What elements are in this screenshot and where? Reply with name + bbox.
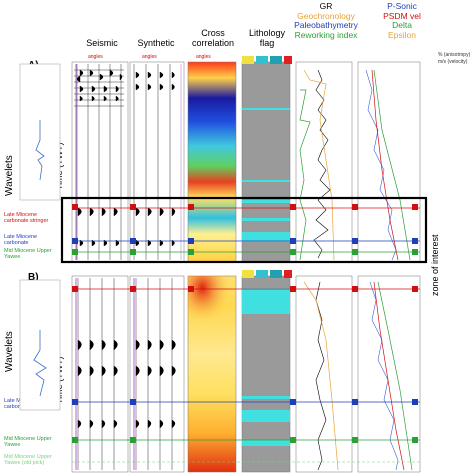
legend-psdm-vel: PSDM vel	[383, 10, 421, 21]
legend-paleobathymetry: Paleobathymetry	[294, 20, 358, 30]
geochron-curve-b	[303, 281, 339, 471]
angles-tag-seismic-a: angles	[88, 54, 103, 60]
legend-p-sonic: P-Sonic	[387, 1, 417, 11]
reworking-curve-a	[299, 89, 311, 261]
horizon-b-mid-miocene-upper-yawee-old-pick: Mid Miocene Upper Yawee (old pick)	[4, 454, 52, 466]
legend-epsilon: Epsilon	[388, 29, 416, 40]
angles-tag-cc-a: angles	[196, 54, 211, 60]
horizon-b-mid-miocene-upper-yawee: Mid Miocene Upper Yawee	[4, 436, 52, 448]
delta-curve-b	[377, 281, 413, 471]
seismic-traces-a	[74, 64, 124, 260]
legend-delta: Delta	[392, 20, 412, 30]
legend-left: GR Geochronology Paleobathymetry Reworki…	[284, 1, 368, 40]
legend-reworking-index: Reworking index	[294, 29, 358, 40]
header-synthetic: Synthetic	[137, 38, 175, 48]
horizons-b	[72, 286, 420, 463]
legend-geochronology: Geochronology	[297, 10, 355, 21]
horizons-a	[72, 204, 420, 255]
angles-tag-synthetic-a: angles	[142, 54, 157, 60]
psdm-curve-a	[371, 69, 399, 261]
header-cross-correlation: Cross correlation	[191, 28, 235, 48]
zone-of-interest-box	[60, 196, 428, 264]
horizon-a-mid-miocene-upper-yawee: Mid Miocene Upper Yawee	[4, 248, 52, 260]
panel-a-tracks	[19, 56, 421, 263]
legend-right: P-Sonic PSDM vel Delta Epsilon	[372, 1, 432, 40]
panel-b-label: B)	[28, 272, 39, 283]
panel-b-tracks	[19, 270, 421, 473]
legend-gr: GR	[319, 1, 333, 11]
geochron-curve-a	[303, 69, 335, 261]
header-seismic: Seismic	[86, 38, 118, 48]
gr-curve-b	[315, 281, 327, 471]
horizon-a-late-miocene-carbonate: Late Miocene carbonate	[4, 234, 38, 246]
synthetic-traces-a	[133, 64, 182, 260]
p-sonic-curve-a	[365, 69, 397, 261]
units-label: % (anisotropy) m/s (velocity)	[438, 52, 471, 65]
horizon-a-late-miocene-stringer: Late Miocene carbonate stringer	[4, 212, 49, 224]
header-lithology-flag: Lithology flag	[248, 28, 286, 48]
delta-curve-a	[373, 69, 411, 261]
psdm-curve-b	[373, 281, 405, 471]
